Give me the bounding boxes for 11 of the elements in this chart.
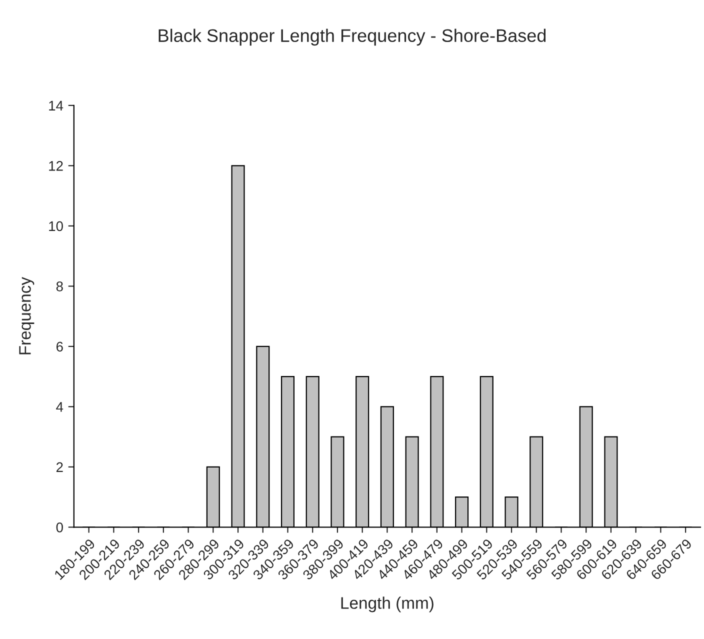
y-tick-label: 14 <box>49 100 64 110</box>
y-tick-label: 8 <box>56 282 63 292</box>
y-tick-label: 12 <box>49 161 63 171</box>
y-tick-label: 10 <box>49 221 63 232</box>
x-axis-title: Length (mm) <box>341 596 434 612</box>
y-axis-title: Frequency <box>19 276 34 354</box>
y-tick-label: 4 <box>56 402 64 412</box>
chart-title: Black Snapper Length Frequency - Shore-Based <box>158 28 546 46</box>
y-tick-label: 0 <box>56 522 63 532</box>
y-tick-label: 2 <box>56 462 63 472</box>
y-tick-label: 6 <box>56 342 63 352</box>
